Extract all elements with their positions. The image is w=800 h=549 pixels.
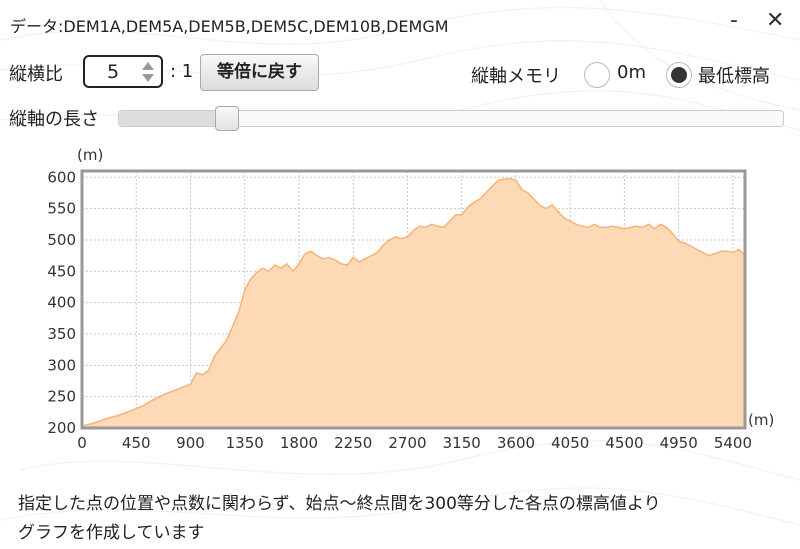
slider-fill bbox=[119, 111, 219, 126]
axis-memory-label: 縦軸メモリ bbox=[471, 66, 561, 87]
x-tick-label: 1800 bbox=[280, 434, 318, 452]
reset-ratio-button[interactable]: 等倍に戻す bbox=[200, 54, 319, 91]
ratio-value[interactable]: 5 bbox=[106, 61, 120, 83]
axis-length-label: 縦軸の長さ bbox=[9, 109, 99, 130]
x-tick-label: 2250 bbox=[334, 434, 372, 452]
minimize-button[interactable]: - bbox=[730, 8, 738, 33]
x-tick-label: 4500 bbox=[605, 434, 643, 452]
x-tick-label: 450 bbox=[122, 434, 151, 452]
radio-min-elevation[interactable] bbox=[666, 62, 692, 88]
y-tick-label: 550 bbox=[47, 200, 76, 218]
y-tick-label: 250 bbox=[47, 388, 76, 406]
y-tick-label: 300 bbox=[47, 356, 76, 374]
radio-0m-label[interactable]: 0m bbox=[617, 62, 646, 83]
footer-note-line1: 指定した点の位置や点数に関わらず、始点～終点間を300等分した各点の標高値より bbox=[18, 494, 661, 514]
elevation-chart: 200 250 300 350 400 450 500 550 600 0 450 900 1350 18… bbox=[47, 146, 774, 452]
ratio-stepper[interactable]: 5 bbox=[83, 55, 163, 88]
x-tick-label: 4950 bbox=[660, 434, 698, 452]
elevation-line bbox=[81, 177, 746, 427]
x-tick-label: 4050 bbox=[551, 434, 589, 452]
y-tick-label: 450 bbox=[47, 262, 76, 280]
y-tick-label: 400 bbox=[47, 294, 76, 312]
radio-0m[interactable] bbox=[584, 62, 610, 88]
x-tick-label: 2700 bbox=[388, 434, 426, 452]
x-tick-label: 5400 bbox=[714, 434, 752, 452]
ratio-suffix: : 1 bbox=[170, 61, 194, 82]
x-tick-label: 0 bbox=[77, 434, 87, 452]
y-tick-label: 350 bbox=[47, 325, 76, 343]
slider-thumb[interactable] bbox=[215, 106, 239, 131]
plot-frame bbox=[80, 169, 747, 430]
stepper-arrows-icon[interactable] bbox=[141, 60, 155, 84]
radio-min-elevation-label[interactable]: 最低標高 bbox=[698, 66, 770, 87]
footer-note-line2: グラフを作成しています bbox=[18, 523, 205, 543]
x-tick-label: 900 bbox=[176, 434, 205, 452]
elevation-area bbox=[82, 178, 745, 428]
x-axis-unit: (m) bbox=[748, 411, 774, 429]
y-tick-label: 600 bbox=[47, 168, 76, 186]
axis-length-slider[interactable] bbox=[118, 106, 784, 131]
close-button[interactable]: ✕ bbox=[766, 8, 785, 33]
y-tick-label: 200 bbox=[47, 419, 76, 437]
window-title: データ:DEM1A,DEM5A,DEM5B,DEM5C,DEM10B,DEMGM bbox=[10, 17, 449, 36]
x-tick-label: 3600 bbox=[497, 434, 535, 452]
ratio-label: 縦横比 bbox=[9, 64, 63, 85]
y-axis-unit: (m) bbox=[77, 146, 103, 164]
x-tick-label: 1350 bbox=[226, 434, 264, 452]
x-tick-label: 3150 bbox=[443, 434, 481, 452]
y-tick-label: 500 bbox=[47, 231, 76, 249]
